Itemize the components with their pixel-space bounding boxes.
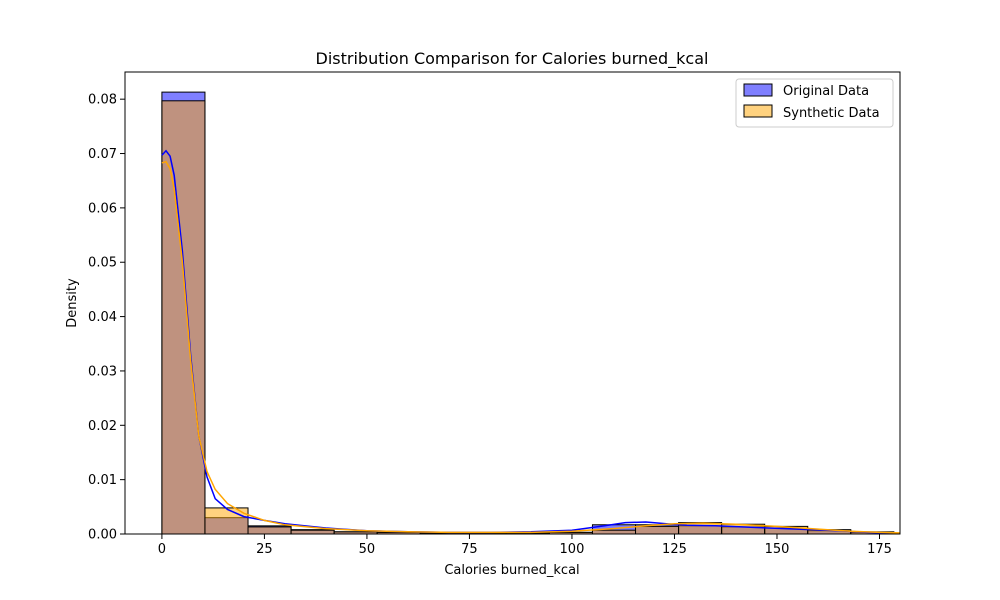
- x-tick-label: 50: [359, 542, 376, 557]
- kde-line-synthetic: [161, 160, 901, 534]
- bar-synthetic-3: [290, 529, 335, 535]
- bar-synthetic-11: [635, 525, 680, 535]
- x-tick-label: 100: [560, 542, 585, 557]
- x-tick-label: 0: [158, 542, 166, 557]
- y-tick-label: 0.00: [88, 528, 117, 543]
- legend-swatch-synthetic: [743, 104, 773, 118]
- x-axis-label: Calories burned_kcal: [444, 563, 579, 578]
- y-tick-label: 0.01: [88, 473, 117, 488]
- x-tick-label: 150: [765, 542, 790, 557]
- plot-frame: [124, 71, 901, 535]
- x-axis-ticks: 0 25 50 75 100 125 150 175: [158, 534, 892, 557]
- bar-synthetic-12: [678, 522, 723, 535]
- bar-synthetic-2: [247, 526, 292, 535]
- y-tick-label: 0.04: [88, 310, 117, 325]
- y-tick-label: 0.07: [88, 147, 117, 162]
- x-tick-label: 175: [867, 542, 892, 557]
- y-axis-label: Density: [65, 278, 80, 328]
- bar-synthetic-10: [591, 529, 637, 535]
- legend-label-original: Original Data: [783, 84, 869, 99]
- y-tick-label: 0.08: [88, 93, 117, 108]
- x-tick-label: 125: [662, 542, 687, 557]
- x-tick-label: 75: [461, 542, 478, 557]
- chart-title: Distribution Comparison for Calories bur…: [316, 49, 709, 69]
- y-tick-label: 0.06: [88, 201, 117, 216]
- legend-swatch-original: [743, 83, 773, 97]
- legend-box: [735, 78, 894, 128]
- y-tick-label: 0.05: [88, 256, 117, 271]
- y-tick-label: 0.03: [88, 364, 117, 379]
- y-axis-ticks: 0.00 0.01 0.02 0.03 0.04 0.05 0.06 0.07 0.08: [88, 93, 125, 543]
- legend-label-synthetic: Synthetic Data: [783, 106, 880, 121]
- kde-layer: [161, 149, 901, 535]
- x-tick-label: 25: [256, 542, 273, 557]
- legend: Original Data Synthetic Data: [735, 78, 894, 128]
- y-tick-label: 0.02: [88, 419, 117, 434]
- bar-synthetic-0: [161, 100, 206, 535]
